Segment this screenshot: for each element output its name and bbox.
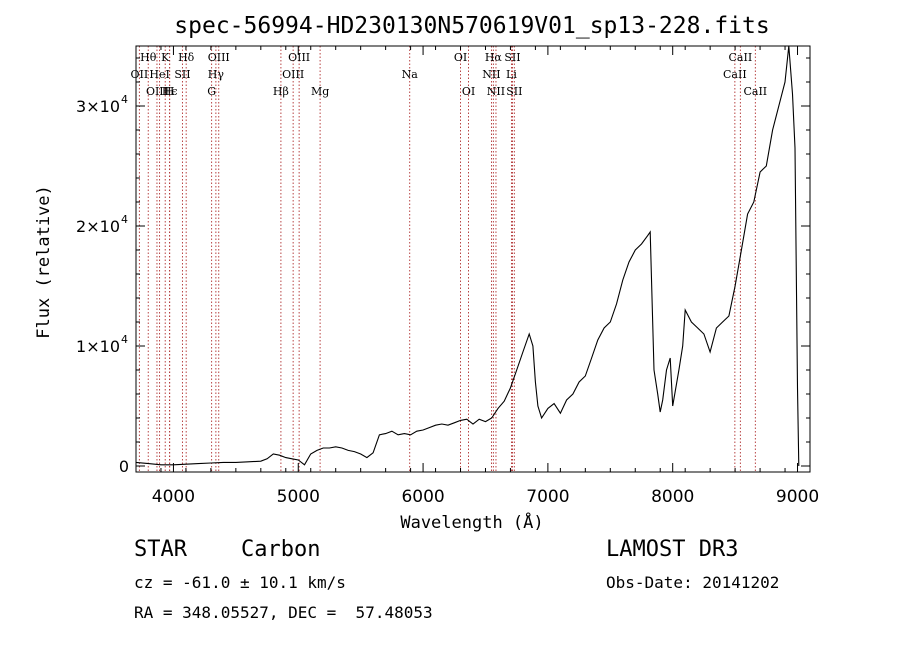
plot-frame [135,45,811,473]
x-tick-label: 5000 [277,487,320,507]
spectral-line-label: Na [402,68,419,81]
x-tick-label: 9000 [776,487,819,507]
spectral-line-label: Hγ [208,68,225,81]
spectral-line-label: G [207,85,216,98]
spectral-line-label: CaII [743,85,767,98]
spectral-line-label: CaII [723,68,747,81]
y-tick-exponent: 4 [121,93,128,106]
x-tick-label: 8000 [651,487,694,507]
spectral-line-label: OIII [288,51,310,64]
spectral-line-label: OIII [146,85,168,98]
spectral-line-label: Hθ [140,51,157,64]
spectral-line-label: Hδ [178,51,195,64]
x-tick-label: 6000 [401,487,444,507]
x-axis-ticks: 4000 5000 6000 7000 8000 9000 [135,46,819,507]
spectral-line-label: K [161,51,170,64]
spectral-line-labels: Hθ OII OIII HeI K Hϵ SII H Hδ OIII Hγ G Hβ OIII OIII Mg… [131,51,768,98]
y-tick-label: 0 [119,457,129,476]
spectral-line-label: NII [482,68,500,81]
spectral-line-label: NII [487,85,505,98]
spectral-line-label: SII [504,51,520,64]
spectral-line-label: HeI [149,68,169,81]
y-tick-label: 1×10 [76,337,120,356]
spectral-line-label: OI [462,85,475,98]
spectral-line-label: Li [506,68,517,81]
spectral-line-label: OIII [282,68,304,81]
spectral-line-label: CaII [729,51,753,64]
spectral-line-label: OIII [208,51,230,64]
y-tick-exponent: 4 [121,333,128,346]
object-subclass: Carbon [241,537,321,562]
coordinates: RA = 348.05527, DEC = 57.48053 [134,603,433,622]
y-tick-label: 2×10 [76,217,120,236]
spectral-line-label: Hϵ [162,85,178,98]
x-axis-label: Wavelength (Å) [400,511,543,533]
spectral-line-label: OII [131,68,149,81]
redshift-velocity: cz = -61.0 ± 10.1 km/s [134,573,346,592]
spectral-line-label: H [165,85,175,98]
spectral-line-label: SII [506,85,522,98]
y-axis-label: Flux (relative) [34,185,54,339]
y-tick-exponent: 4 [121,213,128,226]
spectral-line-label: OI [454,51,467,64]
spectral-line-label: Mg [311,85,329,98]
spectrum-series-line [135,45,800,467]
x-tick-label: 7000 [526,487,569,507]
y-tick-label: 3×10 [76,97,120,116]
spectral-line-label: Hβ [273,85,289,98]
y-axis-ticks: 01×10 42×10 43×10 4 [76,57,810,476]
survey-name: LAMOST DR3 [606,537,739,562]
spectral-line-markers [138,46,756,472]
spectral-line-label: SII [174,68,190,81]
chart-title: spec-56994-HD230130N570619V01_sp13-228.f… [174,13,769,39]
x-tick-label: 4000 [152,487,195,507]
spectral-line-label: Hα [485,51,503,64]
object-class: STAR [134,537,187,562]
observation-date: Obs-Date: 20141202 [606,573,780,592]
